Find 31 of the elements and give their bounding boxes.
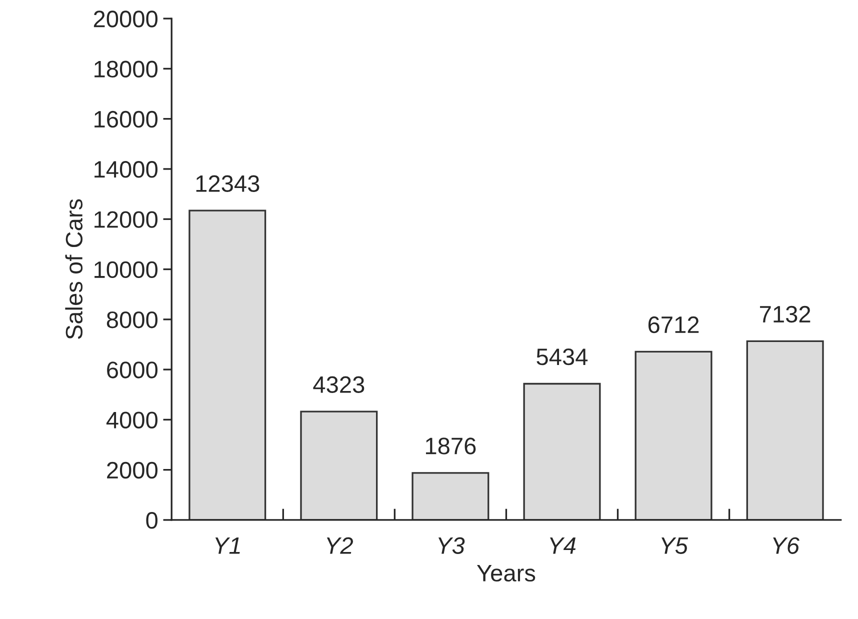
y-tick-label: 0	[146, 512, 158, 529]
x-tick-label: Y5	[662, 537, 688, 554]
bar	[188, 210, 266, 520]
y-axis-title: Sales of Cars	[65, 199, 83, 340]
x-tick-label: Y2	[326, 537, 354, 554]
bar	[523, 382, 601, 520]
y-tick-label: 14000	[94, 161, 158, 178]
y-tick-label: 6000	[107, 362, 158, 378]
data-label: 7132	[760, 306, 810, 323]
y-tick-label: 18000	[94, 60, 158, 78]
bar	[412, 472, 490, 520]
x-tick-label: Y1	[215, 537, 240, 554]
x-tick-label: Y6	[773, 537, 800, 554]
y-tick-label: 8000	[106, 311, 158, 328]
x-tick-label: Y3	[438, 537, 465, 554]
y-tick-label: 10000	[94, 261, 158, 278]
y-tick-label: 12000	[94, 211, 158, 228]
data-label: 1876	[426, 438, 476, 454]
data-label: 5434	[536, 348, 588, 366]
data-label: 6712	[648, 316, 699, 334]
x-axis-title: Years	[476, 565, 536, 582]
y-tick-label: 2000	[107, 462, 158, 479]
data-label: 4323	[313, 376, 364, 394]
y-tick-label: 4000	[106, 412, 158, 428]
y-tick-label: 16000	[94, 110, 158, 128]
bar	[634, 350, 712, 520]
bar	[300, 410, 378, 520]
x-tick-label: Y4	[550, 537, 576, 554]
bar	[746, 340, 824, 520]
data-label: 12343	[196, 175, 260, 192]
y-tick-label: 20000	[94, 10, 158, 28]
